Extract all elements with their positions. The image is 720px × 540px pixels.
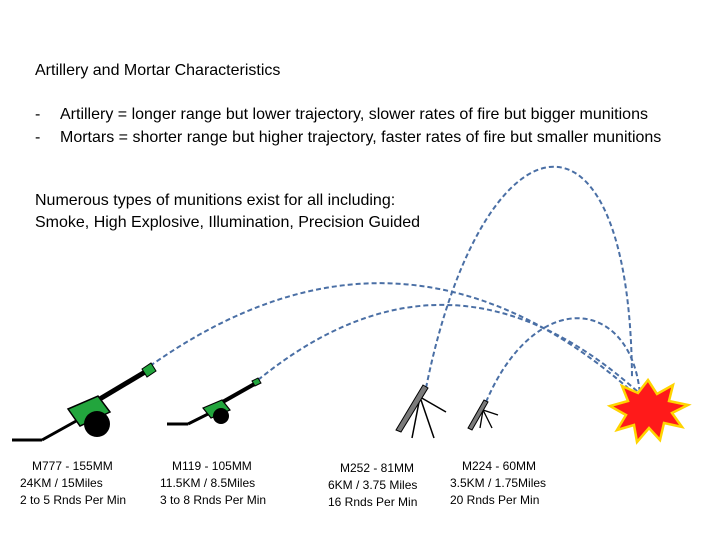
munitions-text: Numerous types of munitions exist for al… (35, 190, 420, 234)
explosion-icon (606, 377, 692, 445)
spec-m777: M777 - 155MM 24KM / 15Miles 2 to 5 Rnds … (20, 458, 126, 509)
bullet-artillery: - Artillery = longer range but lower tra… (35, 103, 661, 126)
m224-mortar-icon (467, 399, 499, 431)
spec-m119-name: M119 - 105MM (172, 459, 252, 473)
munitions-line-1: Numerous types of munitions exist for al… (35, 192, 396, 209)
m777-howitzer-icon (12, 362, 157, 442)
m252-mortar-icon (395, 384, 447, 439)
spec-m252-range: 6KM / 3.75 Miles (328, 478, 418, 492)
bullet-artillery-text: Artillery = longer range but lower traje… (60, 106, 648, 123)
spec-m119-rate: 3 to 8 Rnds Per Min (160, 493, 267, 507)
munitions-line-2: Smoke, High Explosive, Illumination, Pre… (35, 214, 421, 231)
spec-m224-range: 3.5KM / 1.75Miles (450, 476, 547, 490)
bullet-dash: - (35, 129, 41, 146)
spec-m252-name: M252 - 81MM (340, 461, 415, 475)
spec-m119-range: 11.5KM / 8.5Miles (160, 476, 256, 490)
spec-m777-range: 24KM / 15Miles (20, 476, 103, 490)
spec-m252-rate: 16 Rnds Per Min (328, 495, 418, 509)
bullet-mortars: - Mortars = shorter range but higher tra… (35, 126, 661, 149)
spec-m224-name: M224 - 60MM (462, 459, 537, 473)
bullet-dash: - (35, 106, 41, 123)
bullet-mortars-text: Mortars = shorter range but higher traje… (60, 129, 662, 146)
characteristics-list: - Artillery = longer range but lower tra… (35, 103, 661, 149)
spec-m224: M224 - 60MM 3.5KM / 1.75Miles 20 Rnds Pe… (450, 458, 546, 509)
spec-m777-name: M777 - 155MM (32, 459, 113, 473)
spec-m224-rate: 20 Rnds Per Min (450, 493, 540, 507)
trajectory-lines (149, 166, 641, 403)
spec-m252: M252 - 81MM 6KM / 3.75 Miles 16 Rnds Per… (328, 460, 417, 511)
spec-m777-rate: 2 to 5 Rnds Per Min (20, 493, 127, 507)
trajectory-m119 (257, 304, 639, 393)
spec-m119: M119 - 105MM 11.5KM / 8.5Miles 3 to 8 Rn… (160, 458, 266, 509)
trajectory-m252 (425, 166, 633, 389)
trajectory-m777 (149, 282, 629, 389)
slide-title: Artillery and Mortar Characteristics (35, 62, 281, 79)
m119-howitzer-icon (167, 377, 262, 426)
trajectory-m224 (485, 317, 641, 403)
